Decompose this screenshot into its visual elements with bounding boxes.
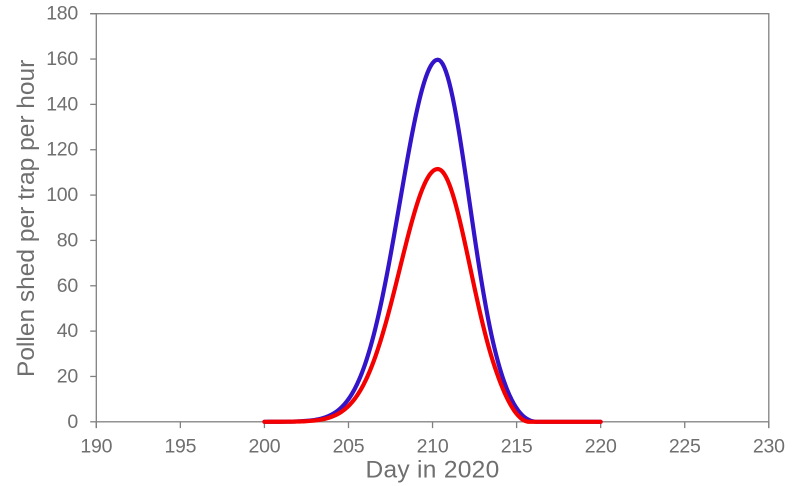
svg-text:200: 200: [249, 436, 281, 458]
svg-text:20: 20: [57, 365, 79, 387]
svg-text:225: 225: [669, 436, 701, 458]
svg-text:140: 140: [46, 93, 78, 115]
svg-text:120: 120: [46, 139, 78, 161]
svg-text:80: 80: [57, 229, 79, 251]
svg-text:160: 160: [46, 48, 78, 70]
svg-text:190: 190: [80, 436, 112, 458]
svg-text:210: 210: [417, 436, 449, 458]
svg-text:205: 205: [333, 436, 365, 458]
svg-text:40: 40: [57, 320, 79, 342]
svg-text:195: 195: [164, 436, 196, 458]
svg-text:100: 100: [46, 184, 78, 206]
svg-text:Day in 2020: Day in 2020: [365, 457, 499, 484]
svg-text:220: 220: [585, 436, 617, 458]
svg-text:60: 60: [57, 275, 79, 297]
svg-text:180: 180: [46, 3, 78, 25]
svg-text:230: 230: [753, 436, 785, 458]
svg-text:Pollen shed per trap per hour: Pollen shed per trap per hour: [13, 60, 40, 377]
svg-text:215: 215: [501, 436, 533, 458]
svg-text:0: 0: [67, 411, 78, 433]
